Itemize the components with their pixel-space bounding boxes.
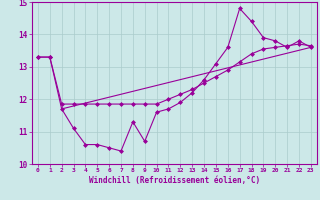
X-axis label: Windchill (Refroidissement éolien,°C): Windchill (Refroidissement éolien,°C) bbox=[89, 176, 260, 185]
